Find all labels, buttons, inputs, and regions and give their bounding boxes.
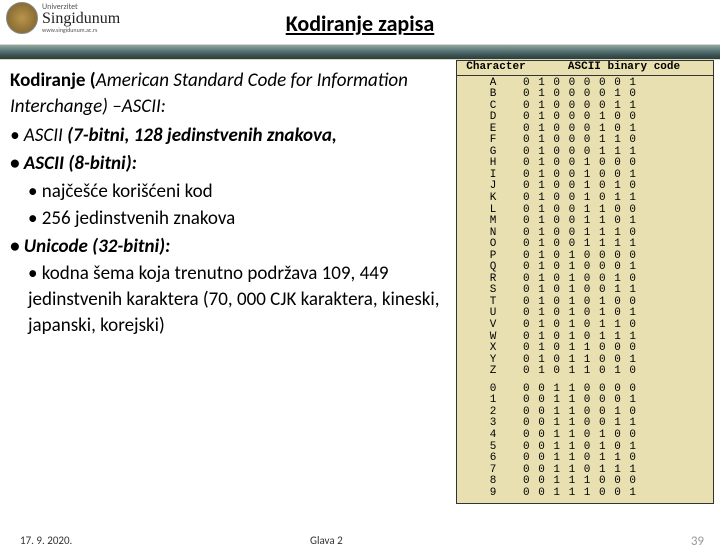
ascii-cell-char: B [463,89,523,101]
ascii-cell-char: 8 [463,476,523,488]
ascii-cell-char: X [463,343,523,355]
footer-chapter: Glava 2 [310,534,343,547]
bullet-unicode: • Unicode (32-bitni): [10,234,452,260]
slide-content: Kodiranje (American Standard Code for In… [10,68,452,338]
footer-date: 17. 9. 2020. [20,534,72,547]
ascii-row: 80 0 1 1 1 0 0 0 [457,476,713,488]
ascii-cell-char: 4 [463,430,523,442]
ascii-cell-code: 0 0 1 1 0 1 1 0 [523,453,707,465]
ascii-row: V0 1 0 1 0 1 1 0 [457,320,713,332]
ascii-cell-char: Z [463,366,523,378]
ascii-cell-code: 0 1 0 1 1 0 1 0 [523,366,707,378]
ascii-cell-char: K [463,193,523,205]
ascii-cell-char: M [463,216,523,228]
intro-lead: Kodiranje ( [10,69,96,92]
ascii-cell-char: 6 [463,453,523,465]
bullet1-bold: (7-bitni, 128 jedinstvenih znakova, [67,124,337,147]
intro-text: Kodiranje (American Standard Code for In… [10,68,452,119]
ascii-row: M0 1 0 0 1 1 0 1 [457,216,713,228]
ascii-cell-code: 0 1 0 0 1 0 1 1 [523,193,707,205]
ascii-cell-char: V [463,320,523,332]
ascii-cell-code: 0 0 1 1 1 0 0 1 [523,488,707,500]
ascii-row: 60 0 1 1 0 1 1 0 [457,453,713,465]
ascii-cell-char: D [463,112,523,124]
ascii-col-code: ASCII binary code [535,62,713,74]
ascii-table-body: A0 1 0 0 0 0 0 1B0 1 0 0 0 0 1 0C0 1 0 0… [457,76,713,504]
bullet-ascii-8bit: • ASCII (8-bitni): [10,151,452,177]
slide-header: Univerzitet Singidunum www.singidunum.ac… [0,0,720,48]
ascii-row: D0 1 0 0 0 1 0 0 [457,112,713,124]
ascii-row: B0 1 0 0 0 0 1 0 [457,89,713,101]
ascii-cell-code: 0 1 0 0 0 0 1 0 [523,89,707,101]
sub-najcesce: • najčešće korišćeni kod [10,179,452,205]
bullet1-lead: • ASCII [10,124,67,147]
ascii-table: Character ASCII binary code A0 1 0 0 0 0… [456,60,714,504]
ascii-cell-code: 0 1 0 1 0 1 1 0 [523,320,707,332]
ascii-cell-code: 0 1 0 0 1 1 0 1 [523,216,707,228]
ascii-row: X0 1 0 1 1 0 0 0 [457,343,713,355]
ascii-cell-code: 0 1 0 1 1 0 0 0 [523,343,707,355]
sub-unicode-desc: • kodna šema koja trenutno podržava 109,… [10,261,452,338]
footer-page: 39 [691,534,704,549]
ascii-cell-code: 0 0 1 1 0 1 0 0 [523,430,707,442]
sub-256: • 256 jedinstvenih znakova [10,206,452,232]
ascii-row: Z0 1 0 1 1 0 1 0 [457,366,713,378]
ascii-table-header: Character ASCII binary code [457,61,713,76]
ascii-row: 90 0 1 1 1 0 0 1 [457,488,713,500]
bullet-ascii-7bit: • ASCII (7-bitni, 128 jedinstvenih znako… [10,123,452,149]
ascii-cell-code: 0 1 0 0 0 1 0 0 [523,112,707,124]
ascii-cell-char: 9 [463,488,523,500]
header-bar [0,44,720,60]
ascii-col-character: Character [457,62,535,74]
ascii-row: 40 0 1 1 0 1 0 0 [457,430,713,442]
ascii-row: K0 1 0 0 1 0 1 1 [457,193,713,205]
slide-title: Kodiranje zapisa [0,10,720,37]
ascii-cell-code: 0 0 1 1 1 0 0 0 [523,476,707,488]
